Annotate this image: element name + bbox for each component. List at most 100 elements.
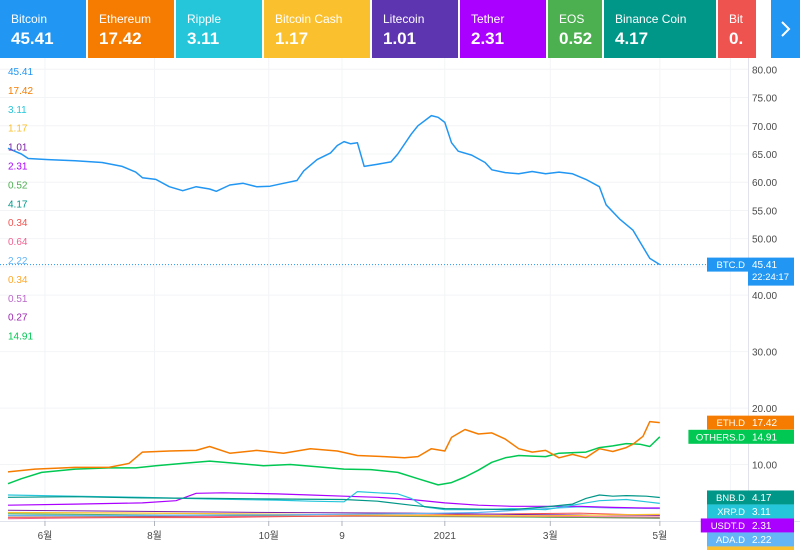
price-tag-value: 1.17 [752, 549, 772, 550]
left-value-label: 0.64 [8, 237, 28, 248]
price-tag-name-bg [707, 532, 748, 547]
price-tag-value-bg [748, 415, 794, 430]
price-tag-name: BNB.D [716, 493, 745, 504]
price-tag-value-bg [748, 546, 794, 550]
y-tick-label: 50.00 [752, 235, 777, 246]
y-tick-label: 40.00 [752, 291, 777, 302]
ticker-tile-value: 0. [729, 29, 744, 48]
price-tag-name-bg [707, 490, 748, 505]
price-tag-value: 4.17 [752, 493, 772, 504]
left-value-label: 0.27 [8, 313, 28, 324]
y-tick-label: 80.00 [752, 65, 777, 76]
x-tick-label: 3월 [543, 530, 558, 542]
price-tag-name: ADA.D [716, 535, 745, 546]
x-tick-label: 9 [339, 531, 345, 542]
left-value-label: 17.42 [8, 86, 33, 97]
series-line-others-d [7, 436, 661, 486]
ticker-tile-value: 3.11 [187, 29, 220, 48]
price-tag-eth-d: ETH.D 17.42 [707, 415, 794, 430]
series-line-bnb-d [7, 494, 660, 511]
ticker-tile-litecoin[interactable]: Litecoin 1.01 [372, 0, 460, 58]
price-tag-usdt-d: USDT.D 2.31 [700, 518, 794, 533]
ticker-tile-name: Ethereum [99, 12, 152, 26]
ticker-tile-bitcoin[interactable]: Bitcoin 45.41 [0, 0, 88, 58]
x-tick-label: 2021 [434, 531, 457, 542]
price-tag-value: 14.91 [752, 432, 777, 443]
dominance-chart[interactable]: 45.41 17.42 3.11 1.17 1.01 2.31 0.52 4.17 0.34 0.… [0, 58, 800, 550]
left-value-label: 3.11 [8, 105, 27, 116]
price-tag-name: OTHERS.D [696, 432, 745, 443]
y-tick-label: 10.00 [752, 461, 777, 472]
chart-series [0, 114, 748, 520]
price-tag-others-d: OTHERS.D 14.91 [688, 429, 794, 444]
ticker-tile-ripple[interactable]: Ripple 3.11 [176, 0, 264, 58]
price-tag-value: 3.11 [752, 507, 771, 518]
price-tag-value: 45.41 [752, 260, 777, 271]
price-tag-name-bg [707, 257, 748, 272]
series-line-ltc-d [7, 509, 660, 516]
y-tick-label: 20.00 [752, 404, 777, 415]
chevron-right-icon [780, 21, 790, 37]
left-value-label: 1.17 [8, 124, 28, 135]
ticker-tile-ethereum[interactable]: Ethereum 17.42 [88, 0, 176, 58]
left-value-label: 0.51 [8, 294, 28, 305]
ticker-tile-name: Bitcoin Cash [275, 12, 343, 26]
ticker-tile-value: 0.52 [559, 29, 593, 48]
price-tag-name-bg [707, 546, 748, 550]
price-tag-name: ETH.D [717, 418, 746, 429]
price-tag-value-bg [748, 532, 794, 547]
ticker-tile-bitcoin-cash[interactable]: Bitcoin Cash 1.17 [264, 0, 372, 58]
ticker-tile-name: Litecoin [383, 12, 425, 26]
price-tag-value-bg [748, 257, 794, 286]
left-value-label: 0.52 [8, 180, 28, 191]
ticker-tile-bit[interactable]: Bit 0. [718, 0, 758, 58]
price-tag-name: XRP.D [717, 507, 745, 518]
x-tick-label: 5월 [652, 530, 667, 542]
ticker-tile-name: Bit [729, 12, 744, 26]
ticker-tile-eos[interactable]: EOS 0.52 [548, 0, 604, 58]
left-value-label: 0.34 [8, 218, 28, 229]
price-tag-value-bg [748, 490, 794, 505]
ticker-tile-tether[interactable]: Tether 2.31 [460, 0, 548, 58]
x-tick-label: 8월 [147, 530, 162, 542]
ticker-tile-value: 45.41 [11, 29, 54, 48]
y-tick-label: 75.00 [752, 94, 777, 105]
price-tag-name-bg [700, 518, 748, 533]
ticker-tile-name: Ripple [187, 12, 222, 26]
series-line-bch-d [7, 511, 660, 517]
dominance-ticker-bar: Bitcoin 45.41 Ethereum 17.42 Ripple 3.11 Bitco… [0, 0, 800, 58]
price-tag-value-bg [748, 429, 794, 444]
time-axis: 6월8월10월920213월5월7 [0, 521, 800, 542]
ticker-tile-name: Bitcoin [11, 12, 48, 26]
series-line-usdt-d [7, 492, 660, 509]
next-tiles-button[interactable] [771, 0, 800, 58]
left-value-label: 0.34 [8, 275, 28, 286]
price-tag-value: 2.31 [752, 521, 772, 532]
y-tick-label: 60.00 [752, 178, 777, 189]
y-tick-label: 30.00 [752, 348, 777, 359]
y-tick-label: 65.00 [752, 150, 777, 161]
series-line-eth-d [7, 420, 660, 473]
price-tag-name: USDT.D [711, 521, 745, 532]
price-tag-ada-d: ADA.D 2.22 [707, 532, 794, 547]
y-tick-label: 70.00 [752, 122, 777, 133]
price-tag-value: 2.22 [752, 535, 772, 546]
x-tick-label: 6월 [38, 530, 53, 542]
left-value-label: 2.22 [8, 256, 28, 267]
chart-grid [0, 58, 748, 521]
ticker-tile-value: 17.42 [99, 29, 142, 48]
ticker-tile-name: Tether [471, 12, 505, 26]
left-value-label: 4.17 [8, 199, 28, 210]
left-value-label: 45.41 [8, 67, 33, 78]
price-tag-countdown: 22:24:17 [752, 272, 789, 283]
price-tag-bnb-d: BNB.D 4.17 [707, 490, 794, 505]
x-tick-label: 10월 [259, 530, 279, 542]
price-tag-value-bg [748, 518, 794, 533]
ticker-tile-binance-coin[interactable]: Binance Coin 4.17 [604, 0, 718, 58]
ticker-tile-value: 4.17 [615, 29, 649, 48]
ticker-tile-name: EOS [559, 12, 585, 26]
price-tag-xrp-d: XRP.D 3.11 [707, 504, 794, 519]
y-tick-label: 55.00 [752, 206, 777, 217]
